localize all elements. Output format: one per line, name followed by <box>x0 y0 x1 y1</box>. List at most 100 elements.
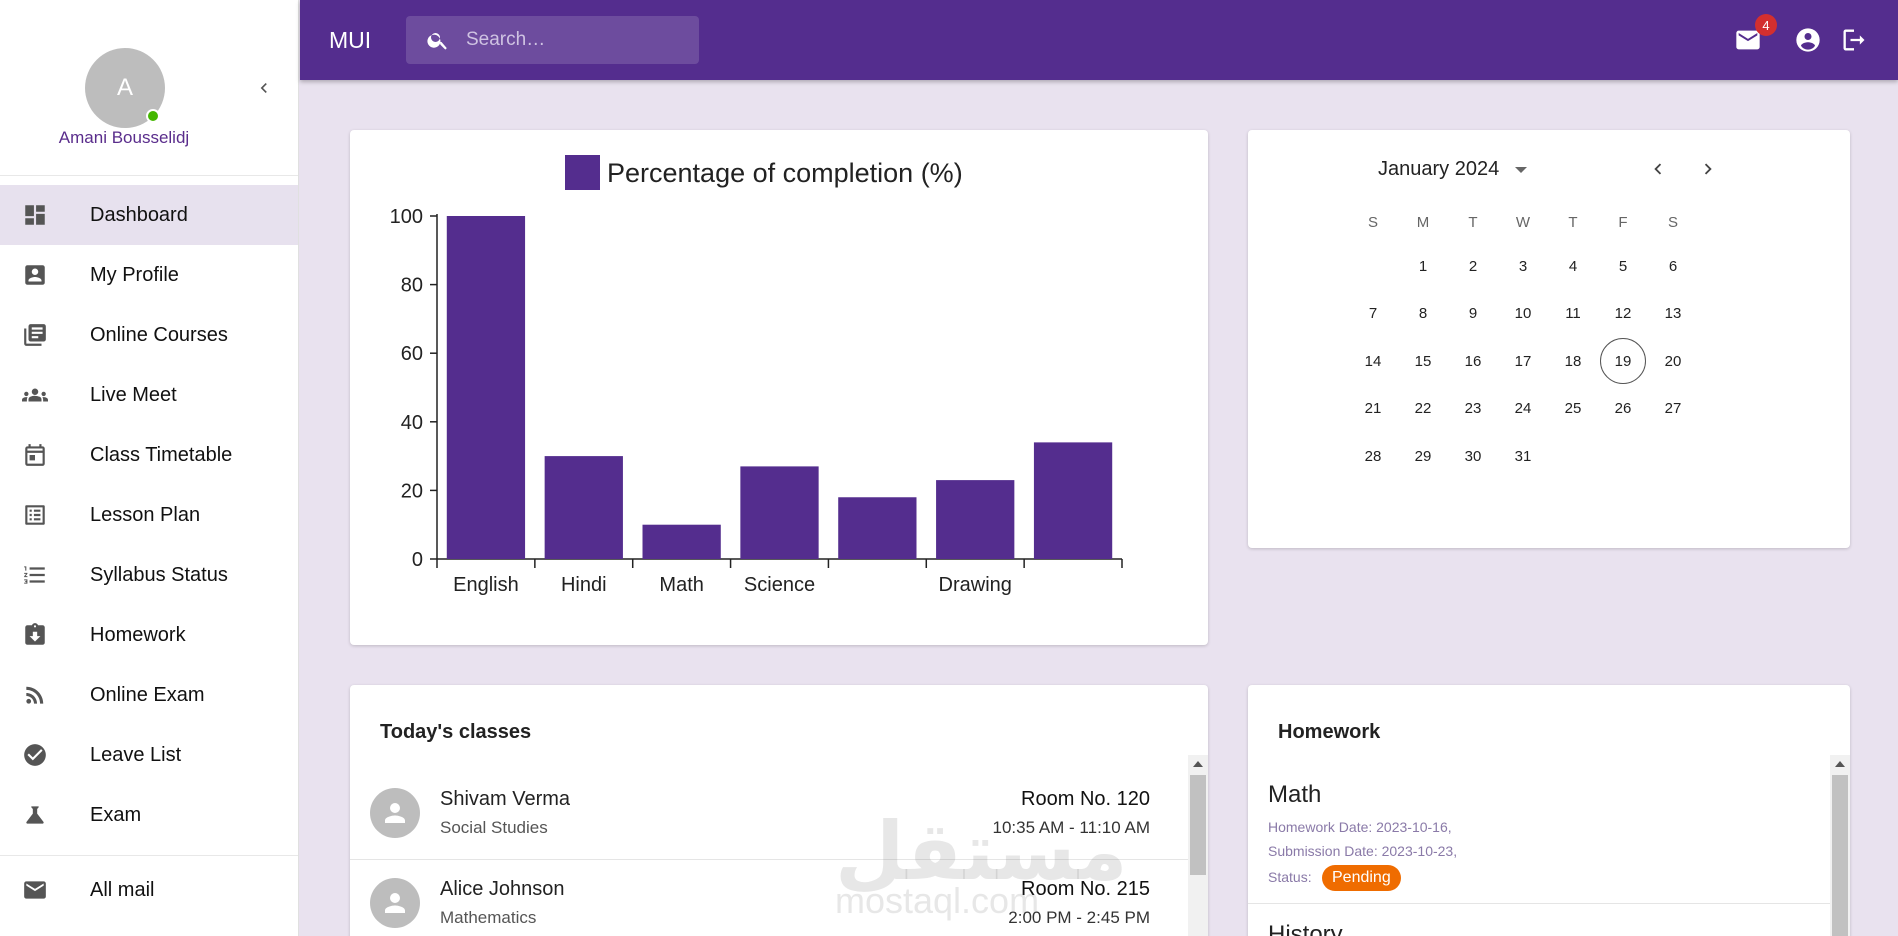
scroll-up-icon[interactable] <box>1830 755 1850 773</box>
dashboard-icon <box>25 205 45 225</box>
submission-date: Submission Date: 2023-10-23, <box>1268 843 1458 859</box>
sidebar-item-class-timetable[interactable]: Class Timetable <box>0 425 298 485</box>
calendar-day[interactable]: 11 <box>1565 305 1581 323</box>
calendar-day[interactable]: 25 <box>1564 400 1582 418</box>
calendar-day[interactable]: 4 <box>1568 257 1578 275</box>
calendar-day[interactable]: 12 <box>1614 305 1632 323</box>
calendar-day[interactable]: 13 <box>1664 305 1682 323</box>
todays-classes-card: Today's classes Shivam Verma Social Studi… <box>350 685 1208 936</box>
check-circle-icon <box>24 744 46 766</box>
sidebar-item-leave-list[interactable]: Leave List <box>0 725 298 785</box>
logout-icon <box>1843 29 1865 51</box>
calendar-day[interactable]: 9 <box>1468 305 1478 323</box>
sidebar-divider <box>0 855 298 856</box>
scroll-up-icon[interactable] <box>1188 755 1208 773</box>
mail-icon <box>22 877 48 903</box>
y-tick-label: 80 <box>401 275 423 297</box>
flask-icon <box>26 806 44 824</box>
list-alt-icon <box>25 505 45 525</box>
bar <box>936 480 1015 559</box>
calendar-day[interactable]: 17 <box>1514 352 1532 370</box>
calendar-day[interactable]: 15 <box>1414 352 1432 370</box>
sidebar-item-lesson-plan[interactable]: Lesson Plan <box>0 485 298 545</box>
calendar-month-selector[interactable]: January 2024 <box>1378 158 1528 181</box>
status-badge: Pending <box>1322 865 1401 891</box>
class-time: 2:00 PM - 2:45 PM <box>1008 908 1150 927</box>
teacher-name: Alice Johnson <box>440 878 565 900</box>
calendar-card: January 2024 S M T W T F S 1 2 3 4 5 6 7 8 9 10 11 12 13 14 1… <box>1248 130 1850 548</box>
sidebar-item-label: Leave List <box>90 743 182 766</box>
calendar-day[interactable]: 6 <box>1668 257 1678 275</box>
homework-scroll-thumb[interactable] <box>1832 775 1848 936</box>
calendar-day[interactable]: 31 <box>1514 447 1532 465</box>
calendar-day[interactable]: 1 <box>1418 257 1428 275</box>
list-alt-icon <box>22 502 48 528</box>
mail-button[interactable] <box>1734 26 1762 54</box>
sidebar-item-dashboard[interactable]: Dashboard <box>0 185 298 245</box>
calendar-icon <box>22 442 48 468</box>
calendar-day[interactable]: 23 <box>1464 400 1482 418</box>
classes-scroll-thumb[interactable] <box>1190 775 1206 875</box>
account-circle-icon <box>1796 28 1820 52</box>
rss-icon <box>22 682 48 708</box>
sidebar-item-label: Dashboard <box>90 203 188 226</box>
calendar-day[interactable]: 7 <box>1368 305 1378 323</box>
calendar-day[interactable]: 16 <box>1464 352 1482 370</box>
sidebar-item-all-mail[interactable]: All mail <box>0 860 298 920</box>
dashboard-icon <box>22 202 48 228</box>
search-box[interactable] <box>406 16 699 64</box>
class-list-item[interactable]: Shivam Verma Social Studies Room No. 120 10… <box>350 770 1190 860</box>
caret-down-icon <box>1515 166 1528 173</box>
next-month-button[interactable] <box>1695 156 1721 182</box>
calendar-day[interactable]: 28 <box>1364 447 1382 465</box>
chevron-left-icon <box>260 83 267 93</box>
calendar-day[interactable]: 26 <box>1614 400 1632 418</box>
class-list-item[interactable]: Alice Johnson Mathematics Room No. 215 2:00… <box>350 860 1190 936</box>
calendar-day[interactable]: 8 <box>1418 305 1428 323</box>
check-circle-icon <box>22 742 48 768</box>
sidebar-item-my-profile[interactable]: My Profile <box>0 245 298 305</box>
sidebar-item-syllabus-status[interactable]: Syllabus Status <box>0 545 298 605</box>
calendar-day[interactable]: 18 <box>1564 352 1582 370</box>
calendar-day[interactable]: 14 <box>1364 352 1382 370</box>
sidebar-item-label: Syllabus Status <box>90 563 228 586</box>
calendar-day[interactable]: 27 <box>1664 400 1682 418</box>
calendar-day[interactable]: 2 <box>1468 257 1478 275</box>
logout-button[interactable] <box>1840 26 1868 54</box>
online-status-dot <box>146 109 160 123</box>
calendar-day[interactable]: 30 <box>1464 447 1482 465</box>
calendar-day[interactable]: 22 <box>1414 400 1432 418</box>
calendar-day-today[interactable]: 19 <box>1600 338 1646 385</box>
calendar-day[interactable]: 21 <box>1364 400 1382 418</box>
chevron-left-icon <box>1654 163 1662 175</box>
sidebar-item-online-exam[interactable]: Online Exam <box>0 665 298 725</box>
calendar-day[interactable]: 24 <box>1514 400 1532 418</box>
sidebar-item-label: Homework <box>90 623 186 646</box>
user-name: Amani Bousselidj <box>58 128 190 147</box>
x-tick-label: English <box>453 574 519 596</box>
sidebar-item-live-meet[interactable]: Live Meet <box>0 365 298 425</box>
account-button[interactable] <box>1794 26 1822 54</box>
avatar[interactable]: A <box>85 48 165 128</box>
previous-month-button[interactable] <box>1645 156 1671 182</box>
collapse-sidebar-button[interactable] <box>252 76 276 100</box>
calendar-day[interactable]: 3 <box>1518 257 1528 275</box>
legend-label: Percentage of completion (%) <box>607 158 963 188</box>
class-subject: Social Studies <box>440 818 548 837</box>
flask-icon <box>22 802 48 828</box>
search-input[interactable] <box>466 16 686 64</box>
sidebar-item-exam[interactable]: Exam <box>0 785 298 845</box>
classes-scrollbar[interactable] <box>1188 755 1208 936</box>
y-tick-label: 20 <box>401 480 423 502</box>
sidebar-item-homework[interactable]: Homework <box>0 605 298 665</box>
calendar-day[interactable]: 29 <box>1414 447 1432 465</box>
homework-scrollbar[interactable] <box>1830 755 1850 936</box>
calendar-day[interactable]: 10 <box>1514 305 1532 323</box>
sidebar-item-label: My Profile <box>90 263 179 286</box>
calendar-day[interactable]: 20 <box>1664 352 1682 370</box>
sidebar-item-online-courses[interactable]: Online Courses <box>0 305 298 365</box>
calendar-weekday: F <box>1618 214 1628 231</box>
sidebar-item-label: Exam <box>90 803 142 826</box>
assignment-icon <box>22 622 48 648</box>
calendar-day[interactable]: 5 <box>1618 257 1628 275</box>
